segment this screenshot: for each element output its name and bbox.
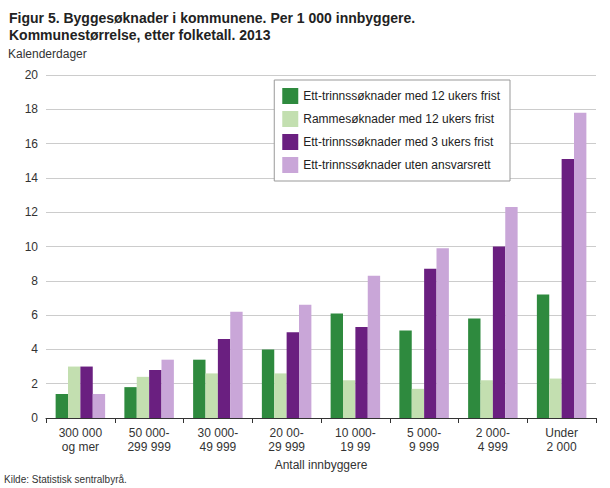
svg-text:49 999: 49 999 xyxy=(200,440,237,454)
svg-text:Under: Under xyxy=(545,426,578,440)
svg-text:Figur 5. Byggesøknader i kommu: Figur 5. Byggesøknader i kommunene. Per … xyxy=(9,10,415,26)
svg-text:og mer: og mer xyxy=(62,440,99,454)
svg-text:50 000-: 50 000- xyxy=(129,426,170,440)
svg-text:Rammesøknader med 12 ukers fri: Rammesøknader med 12 ukers frist xyxy=(303,112,494,126)
svg-text:10 000-: 10 000- xyxy=(335,426,376,440)
svg-text:300 000: 300 000 xyxy=(59,426,103,440)
svg-text:20: 20 xyxy=(25,68,39,82)
svg-text:4: 4 xyxy=(31,342,38,356)
svg-text:Ett-trinnssøknader med 12 uker: Ett-trinnssøknader med 12 ukers frist xyxy=(303,89,500,103)
svg-text:16: 16 xyxy=(25,137,39,151)
svg-text:14: 14 xyxy=(25,171,39,185)
svg-text:2: 2 xyxy=(31,377,38,391)
svg-text:5 000-: 5 000- xyxy=(407,426,441,440)
svg-text:4 999: 4 999 xyxy=(478,440,508,454)
svg-text:20 00-: 20 00- xyxy=(270,426,304,440)
svg-text:299 999: 299 999 xyxy=(127,440,171,454)
svg-text:8: 8 xyxy=(31,274,38,288)
svg-text:29 999: 29 999 xyxy=(268,440,305,454)
svg-text:10: 10 xyxy=(25,240,39,254)
svg-text:12: 12 xyxy=(25,205,39,219)
svg-text:9 999: 9 999 xyxy=(409,440,439,454)
svg-text:19 99: 19 99 xyxy=(340,440,370,454)
svg-text:Antall innbyggere: Antall innbyggere xyxy=(275,458,368,472)
svg-text:Kommunestørrelse, etter folket: Kommunestørrelse, etter folketall. 2013 xyxy=(9,27,271,43)
svg-text:2 000: 2 000 xyxy=(547,440,577,454)
svg-text:2 000-: 2 000- xyxy=(476,426,510,440)
svg-text:Kalenderdager: Kalenderdager xyxy=(8,47,87,61)
svg-text:Ett-trinnssøknader uten ansvar: Ett-trinnssøknader uten ansvarsrett xyxy=(303,158,491,172)
svg-text:30 000-: 30 000- xyxy=(198,426,239,440)
svg-text:6: 6 xyxy=(31,308,38,322)
svg-text:0: 0 xyxy=(31,411,38,425)
svg-text:Ett-trinnssøknader med 3 ukers: Ett-trinnssøknader med 3 ukers frist xyxy=(303,135,494,149)
svg-text:18: 18 xyxy=(25,102,39,116)
svg-text:Kilde: Statistisk sentralbyrå.: Kilde: Statistisk sentralbyrå. xyxy=(4,474,127,485)
